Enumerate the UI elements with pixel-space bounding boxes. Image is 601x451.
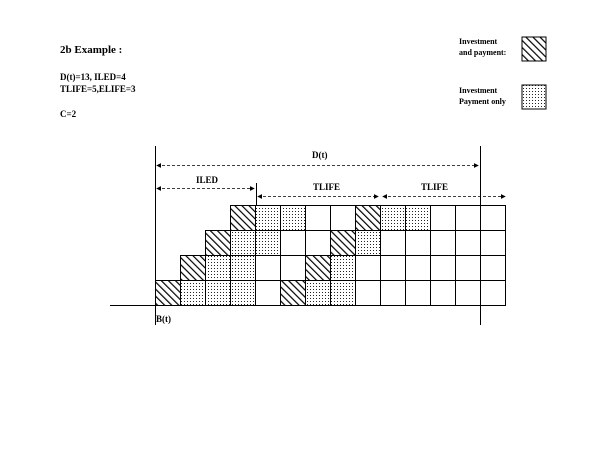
grid-cell-payment: [380, 205, 406, 231]
grid-cell-empty: [405, 230, 431, 256]
grid-cell-empty: [430, 205, 456, 231]
grid-cell-empty: [330, 205, 356, 231]
label-iled: ILED: [196, 175, 219, 185]
grid-cell-empty: [405, 280, 431, 306]
label-b: B(t): [156, 314, 171, 324]
legend-dotted-swatch: [521, 84, 547, 110]
grid-cell-payment: [230, 255, 256, 281]
grid-cell-empty: [430, 230, 456, 256]
grid-cell-payment: [230, 230, 256, 256]
grid-cell-payment: [355, 230, 381, 256]
grid-cell-empty: [280, 255, 306, 281]
grid-cell-investment: [305, 255, 331, 281]
grid-cell-investment: [230, 205, 256, 231]
grid-cell-empty: [430, 255, 456, 281]
grid-cell-payment: [405, 205, 431, 231]
grid-cell-empty: [455, 255, 481, 281]
grid-cell-empty: [480, 230, 506, 256]
grid-cell-payment: [180, 280, 206, 306]
grid-cell-payment: [280, 205, 306, 231]
grid-cell-empty: [305, 205, 331, 231]
legend-hatched-swatch: [521, 36, 547, 62]
grid-cell-payment: [205, 255, 231, 281]
grid-cell-empty: [455, 205, 481, 231]
grid-cell-investment: [180, 255, 206, 281]
grid-cell-empty: [355, 255, 381, 281]
label-tlife-1: TLIFE: [313, 182, 341, 192]
grid-cell-empty: [255, 280, 281, 306]
param-line-3: C=2: [60, 109, 77, 119]
grid-cell-empty: [405, 255, 431, 281]
grid-cell-payment: [255, 230, 281, 256]
schedule-grid: [155, 205, 506, 306]
grid-cell-empty: [305, 230, 331, 256]
legend-payment-label-1: Investment: [459, 86, 498, 95]
grid-cell-payment: [330, 255, 356, 281]
grid-cell-empty: [480, 255, 506, 281]
param-line-2: TLIFE=5,ELIFE=3: [60, 84, 136, 94]
page-title: 2b Example :: [60, 44, 123, 56]
grid-cell-payment: [255, 205, 281, 231]
legend-investment-label-2: and payment:: [459, 48, 507, 57]
grid-cell-empty: [480, 205, 506, 231]
grid-cell-payment: [305, 280, 331, 306]
grid-cell-payment: [330, 280, 356, 306]
grid-cell-empty: [430, 280, 456, 306]
grid-cell-investment: [280, 280, 306, 306]
param-line-1: D(t)=13, ILED=4: [60, 72, 126, 82]
grid-cell-empty: [480, 280, 506, 306]
grid-cell-empty: [380, 230, 406, 256]
legend-investment-label-1: Investment: [459, 37, 498, 46]
grid-cell-empty: [455, 280, 481, 306]
grid-cell-empty: [380, 280, 406, 306]
grid-cell-investment: [355, 205, 381, 231]
grid-cell-investment: [205, 230, 231, 256]
grid-cell-investment: [155, 280, 181, 306]
grid-cell-empty: [380, 255, 406, 281]
label-d: D(t): [312, 150, 328, 160]
grid-cell-empty: [255, 255, 281, 281]
grid-cell-payment: [205, 280, 231, 306]
grid-cell-empty: [355, 280, 381, 306]
label-tlife-2: TLIFE: [421, 182, 449, 192]
legend-payment-label-2: Payment only: [459, 97, 506, 106]
grid-cell-investment: [330, 230, 356, 256]
grid-cell-empty: [455, 230, 481, 256]
grid-cell-empty: [280, 230, 306, 256]
grid-cell-payment: [230, 280, 256, 306]
